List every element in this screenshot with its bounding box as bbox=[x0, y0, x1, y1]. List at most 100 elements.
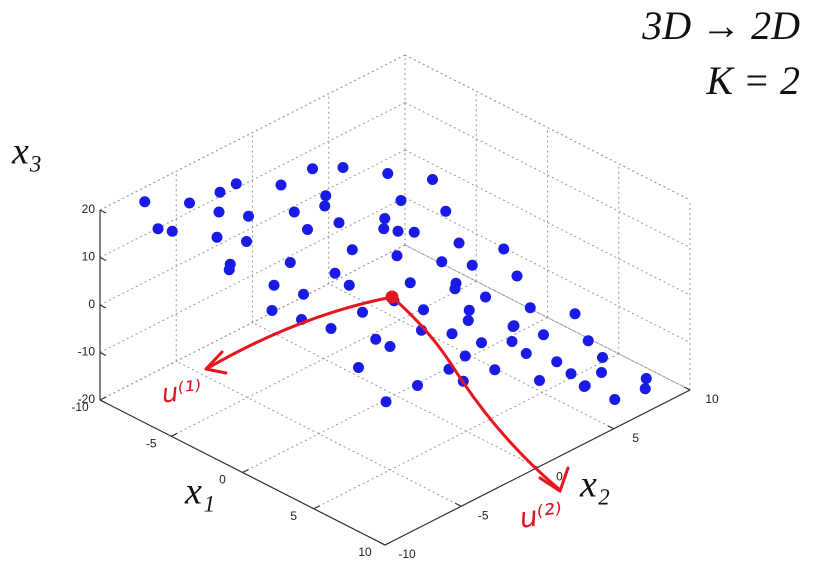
data-point bbox=[353, 362, 364, 373]
grid-line bbox=[313, 353, 619, 510]
points bbox=[139, 162, 652, 408]
data-point bbox=[640, 373, 652, 384]
grid-line bbox=[242, 317, 548, 473]
arrow-u2-head bbox=[538, 466, 570, 493]
data-point bbox=[582, 335, 594, 347]
data-point bbox=[639, 383, 651, 395]
z-axis-label: x₃ bbox=[11, 131, 42, 173]
data-point bbox=[476, 337, 487, 349]
z-tick-label: -20 bbox=[78, 392, 96, 406]
tick-mark bbox=[607, 425, 615, 430]
y-tick-label: -10 bbox=[398, 547, 416, 561]
data-point bbox=[596, 367, 607, 378]
data-point bbox=[404, 277, 416, 289]
annotation: u⁽¹⁾ bbox=[160, 375, 203, 409]
data-point bbox=[463, 304, 475, 316]
grid-line bbox=[252, 322, 538, 468]
tick-mark bbox=[683, 386, 691, 391]
data-point bbox=[392, 225, 404, 237]
data-point bbox=[378, 223, 390, 235]
tick-mark bbox=[384, 541, 392, 546]
data-point bbox=[380, 396, 392, 408]
data-point bbox=[184, 197, 195, 209]
annotation: u⁽²⁾ bbox=[517, 496, 564, 535]
data-point bbox=[333, 217, 345, 229]
data-point bbox=[241, 236, 252, 247]
data-point bbox=[579, 380, 591, 392]
data-point bbox=[436, 256, 448, 268]
data-point bbox=[466, 259, 478, 271]
grid-line bbox=[404, 197, 691, 343]
data-point bbox=[480, 291, 491, 303]
x-tick-label: 5 bbox=[290, 509, 297, 523]
grid-line bbox=[176, 360, 462, 507]
data-point bbox=[506, 336, 518, 347]
grid-line bbox=[404, 54, 691, 201]
z-tick-label: -10 bbox=[78, 345, 96, 359]
data-point bbox=[524, 302, 536, 314]
grid-line bbox=[328, 283, 614, 430]
arrow-u1-head bbox=[204, 350, 228, 375]
data-point bbox=[319, 200, 331, 212]
data-point bbox=[569, 308, 581, 320]
data-point bbox=[597, 352, 608, 363]
tick-mark bbox=[99, 209, 107, 214]
tick-mark bbox=[99, 351, 107, 357]
annotation: K = 2 bbox=[705, 58, 800, 103]
annotation: 3D → 2D bbox=[641, 3, 800, 48]
data-point bbox=[302, 224, 313, 235]
data-point bbox=[412, 380, 423, 391]
x-axis-label: x₁ bbox=[184, 471, 215, 513]
data-point bbox=[395, 195, 407, 206]
z-tick-label: 20 bbox=[82, 202, 96, 216]
x-tick-label: 0 bbox=[219, 473, 226, 487]
grid-line bbox=[99, 102, 406, 258]
data-point bbox=[418, 304, 429, 316]
x-tick-label: -5 bbox=[146, 436, 157, 450]
data-point bbox=[370, 333, 382, 345]
data-point bbox=[211, 231, 223, 243]
data-point bbox=[223, 264, 235, 276]
tick-mark bbox=[170, 432, 178, 437]
data-point bbox=[152, 223, 164, 235]
data-point bbox=[298, 288, 309, 300]
arrow-u1 bbox=[206, 295, 394, 370]
data-point bbox=[391, 250, 403, 262]
data-point bbox=[565, 368, 577, 380]
data-point bbox=[609, 394, 621, 405]
data-point bbox=[266, 305, 278, 316]
tick-mark bbox=[378, 541, 386, 546]
grid-line bbox=[404, 149, 691, 296]
data-point bbox=[446, 328, 458, 340]
data-point bbox=[534, 375, 545, 386]
y-axis-label: x₂ bbox=[579, 464, 610, 506]
data-point bbox=[213, 206, 225, 218]
data-point bbox=[357, 306, 368, 318]
data-point bbox=[337, 162, 349, 173]
tick-mark bbox=[242, 468, 249, 474]
tick-mark bbox=[313, 505, 321, 510]
y-tick-label: 5 bbox=[632, 431, 639, 445]
data-point bbox=[551, 356, 563, 368]
y-tick-label: -5 bbox=[478, 508, 489, 522]
z-tick-label: 10 bbox=[82, 250, 96, 264]
grid-line bbox=[404, 244, 691, 391]
data-point bbox=[440, 205, 452, 217]
arrows bbox=[204, 290, 570, 493]
data-point bbox=[346, 244, 358, 256]
tick-mark bbox=[454, 502, 462, 507]
data-point bbox=[379, 213, 391, 224]
data-point bbox=[498, 243, 510, 255]
grid-line bbox=[404, 244, 691, 391]
data-point bbox=[139, 196, 151, 208]
data-point bbox=[307, 163, 318, 175]
arrow-u2 bbox=[390, 295, 562, 492]
data-point bbox=[268, 279, 280, 291]
x-tick-label: 10 bbox=[358, 545, 372, 559]
data-point bbox=[320, 190, 332, 202]
tick-mark bbox=[99, 304, 107, 309]
data-point bbox=[275, 179, 287, 191]
data-point bbox=[450, 277, 462, 289]
y-tick-label: 10 bbox=[705, 392, 719, 406]
